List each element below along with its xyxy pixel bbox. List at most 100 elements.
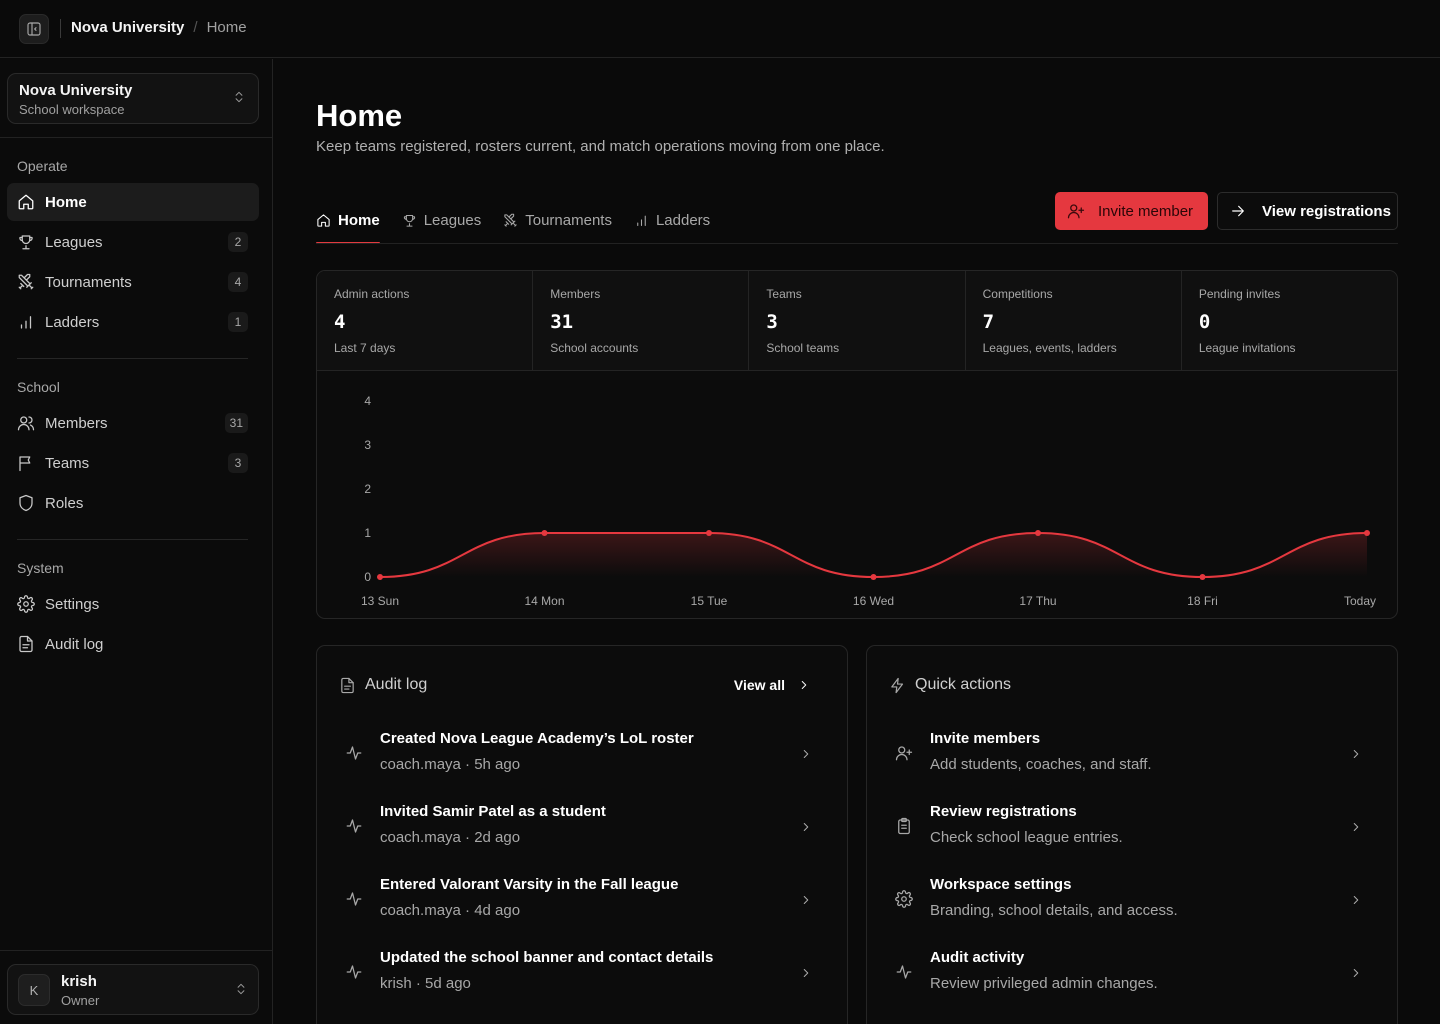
sidebar-item-leagues[interactable]: Leagues 2 xyxy=(7,223,259,261)
activity-icon xyxy=(346,892,362,906)
workspace-switcher[interactable]: Nova University School workspace xyxy=(7,73,259,124)
sidebar-item-teams[interactable]: Teams 3 xyxy=(7,444,259,482)
quick-action-description: Branding, school details, and access. xyxy=(930,902,1178,919)
tab-leagues[interactable]: Leagues xyxy=(402,205,482,235)
audit-log-meta: coach.maya · 4d ago xyxy=(380,902,521,919)
y-tick-label: 1 xyxy=(364,526,371,540)
divider xyxy=(17,539,248,540)
chart-data-point xyxy=(1199,574,1206,580)
sidebar-item-audit-log[interactable]: Audit log xyxy=(7,625,259,663)
tab-ladders[interactable]: Ladders xyxy=(634,205,710,235)
chart-data-point xyxy=(870,574,877,580)
divider xyxy=(60,19,61,38)
arrow-right-icon xyxy=(1232,205,1244,217)
chevrons-up-down-icon xyxy=(237,983,245,995)
sidebar-item-members[interactable]: Members 31 xyxy=(7,404,259,442)
sidebar-item-label: Tournaments xyxy=(45,273,132,291)
chart-data-point xyxy=(706,530,712,536)
breadcrumb-current: Home xyxy=(206,19,247,36)
sidebar-item-home[interactable]: Home xyxy=(7,183,259,221)
breadcrumb-org[interactable]: Nova University xyxy=(71,19,185,36)
chart-data-point xyxy=(377,574,383,580)
stat-label: Pending invites xyxy=(1198,287,1281,301)
workspace-name: Nova University xyxy=(19,82,133,99)
section-label-system: System xyxy=(17,560,64,576)
quick-action-description: Review privileged admin changes. xyxy=(930,975,1158,992)
sidebar-item-label: Members xyxy=(45,414,108,432)
user-plus-icon xyxy=(1067,204,1085,219)
view-registrations-button[interactable]: View registrations xyxy=(1217,192,1398,230)
section-label-operate: Operate xyxy=(17,158,68,174)
audit-log-item[interactable]: Created Nova League Academy’s LoL roster… xyxy=(339,726,829,786)
sidebar-item-settings[interactable]: Settings xyxy=(7,585,259,623)
audit-log-title: Updated the school banner and contact de… xyxy=(380,949,714,966)
activity-icon xyxy=(896,965,912,979)
chart-data-point xyxy=(541,530,548,536)
page-title: Home xyxy=(316,98,403,133)
audit-log-meta: krish · 5d ago xyxy=(380,975,471,992)
quick-action-workspace-settings[interactable]: Workspace settings Branding, school deta… xyxy=(889,872,1379,932)
stat-value: 7 xyxy=(982,311,995,333)
user-plus-icon xyxy=(895,746,913,761)
sidebar-item-roles[interactable]: Roles xyxy=(7,484,259,522)
user-menu[interactable]: K krish Owner xyxy=(7,964,259,1015)
gear-icon xyxy=(17,595,35,613)
audit-log-title: Invited Samir Patel as a student xyxy=(380,803,606,820)
quick-action-audit-activity[interactable]: Audit activity Review privileged admin c… xyxy=(889,945,1379,1005)
chart-area-fill xyxy=(380,533,1367,577)
divider xyxy=(316,243,1398,244)
bar-chart-icon xyxy=(637,215,646,226)
x-tick-label: Today xyxy=(1344,594,1376,608)
stat-description: School accounts xyxy=(550,341,639,355)
stat-description: League invitations xyxy=(1198,341,1296,355)
sidebar-item-ladders[interactable]: Ladders 1 xyxy=(7,303,259,341)
sidebar-item-label: Home xyxy=(45,193,87,211)
sidebar-toggle-button[interactable] xyxy=(19,14,49,44)
stat-value: 4 xyxy=(334,311,346,333)
quick-action-title: Review registrations xyxy=(930,803,1077,820)
quick-action-title: Audit activity xyxy=(930,949,1025,966)
stat-teams: Teams 3 School teams xyxy=(749,271,966,370)
tab-home[interactable]: Home xyxy=(316,205,380,244)
swords-icon xyxy=(18,273,34,290)
card-header: Audit log xyxy=(339,676,427,694)
chevron-right-icon xyxy=(1353,896,1359,904)
document-icon xyxy=(341,677,354,693)
audit-log-item[interactable]: Invited Samir Patel as a student coach.m… xyxy=(339,799,829,859)
invite-member-button[interactable]: Invite member xyxy=(1055,192,1208,230)
y-tick-label: 3 xyxy=(364,438,371,452)
x-tick-label: 16 Wed xyxy=(853,594,894,608)
audit-log-title: Created Nova League Academy’s LoL roster xyxy=(380,730,694,747)
sidebar: Nova University School workspace Operate… xyxy=(0,59,273,1024)
stat-competitions: Competitions 7 Leagues, events, ladders xyxy=(966,271,1182,370)
chevron-right-icon xyxy=(803,969,809,977)
trophy-icon xyxy=(19,235,33,250)
tab-label: Leagues xyxy=(423,211,482,229)
view-registrations-label: View registrations xyxy=(1262,202,1391,220)
sidebar-item-label: Leagues xyxy=(45,233,103,251)
audit-log-item[interactable]: Updated the school banner and contact de… xyxy=(339,945,829,1005)
stat-label: Members xyxy=(550,287,601,301)
x-tick-label: 15 Tue xyxy=(691,594,728,608)
x-tick-label: 18 Fri xyxy=(1187,594,1218,608)
stat-value: 31 xyxy=(550,311,574,333)
tab-label: Tournaments xyxy=(525,211,612,229)
quick-action-review-registrations[interactable]: Review registrations Check school league… xyxy=(889,799,1379,859)
view-all-link[interactable]: View all xyxy=(734,677,811,693)
stat-members: Members 31 School accounts xyxy=(533,271,750,370)
audit-log-meta: coach.maya · 2d ago xyxy=(380,829,521,846)
quick-action-description: Add students, coaches, and staff. xyxy=(930,756,1152,773)
gear-icon xyxy=(895,890,913,908)
stat-description: Leagues, events, ladders xyxy=(982,341,1117,355)
audit-log-card: Audit log View all Created Nova League A… xyxy=(316,645,848,1024)
flag-icon xyxy=(19,456,31,472)
audit-log-item[interactable]: Entered Valorant Varsity in the Fall lea… xyxy=(339,872,829,932)
tab-tournaments[interactable]: Tournaments xyxy=(503,205,612,235)
chevrons-up-down-icon xyxy=(235,91,243,103)
sidebar-item-tournaments[interactable]: Tournaments 4 xyxy=(7,263,259,301)
view-all-label: View all xyxy=(733,677,785,693)
sidebar-item-label: Ladders xyxy=(45,313,100,331)
activity-icon xyxy=(346,819,362,833)
quick-action-invite-members[interactable]: Invite members Add students, coaches, an… xyxy=(889,726,1379,786)
audit-log-meta: coach.maya · 5h ago xyxy=(380,756,521,773)
